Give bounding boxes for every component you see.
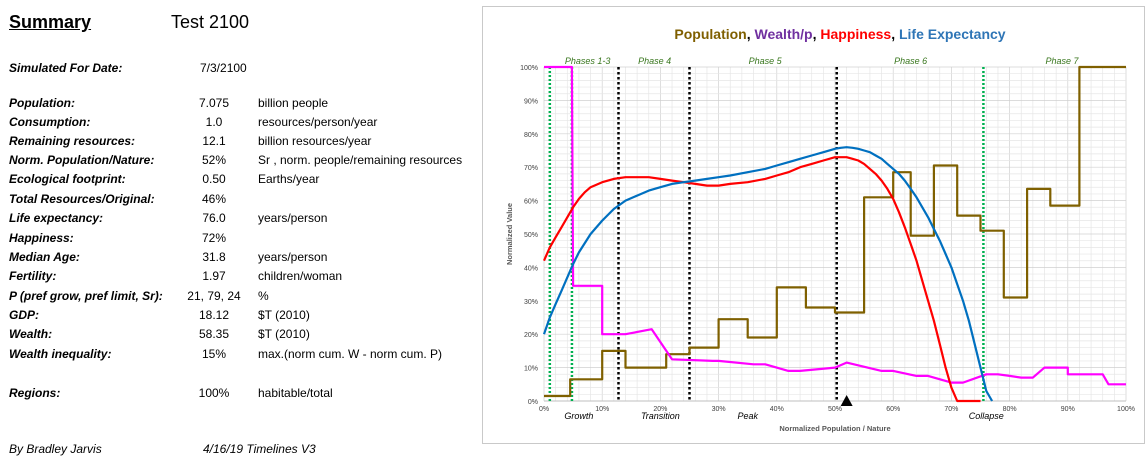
x-tick-label: 70% xyxy=(944,406,958,413)
phase-label: Phases 1-3 xyxy=(565,56,611,66)
stage-label: Collapse xyxy=(969,411,1004,421)
summary-title: Summary xyxy=(9,12,92,32)
y-axis-label: Normalized Value xyxy=(505,203,514,265)
row-label: P (pref grow, pref limit, Sr): xyxy=(9,289,163,303)
x-tick-label: 60% xyxy=(886,406,900,413)
chart-title-part: , xyxy=(891,26,899,42)
x-tick-label: 90% xyxy=(1061,406,1075,413)
row-unit: $T (2010) xyxy=(258,308,310,322)
row-value: 31.8 xyxy=(202,250,226,264)
stage-label: Transition xyxy=(641,411,680,421)
x-tick-label: 100% xyxy=(1117,406,1135,413)
chart-title-part: Happiness xyxy=(820,26,891,42)
row-label: Remaining resources: xyxy=(9,134,136,148)
row-value: 72% xyxy=(201,231,227,245)
chart-title-part: Life Expectancy xyxy=(899,26,1006,42)
chart-title-part: , xyxy=(813,26,821,42)
row-value: 12.1 xyxy=(202,134,226,148)
phase-label: Phase 6 xyxy=(894,56,927,66)
row-label: Norm. Population/Nature: xyxy=(9,153,155,167)
y-tick-label: 90% xyxy=(524,98,538,105)
row-value: 15% xyxy=(201,347,227,361)
simulated-date-value: 7/3/2100 xyxy=(200,61,247,75)
x-tick-label: 80% xyxy=(1003,406,1017,413)
y-tick-label: 70% xyxy=(524,165,538,172)
x-tick-label: 20% xyxy=(653,406,667,413)
row-unit: $T (2010) xyxy=(258,327,310,341)
row-value: 52% xyxy=(201,153,227,167)
row-value: 18.12 xyxy=(198,308,230,322)
regions-unit: habitable/total xyxy=(258,386,333,400)
regions-value: 100% xyxy=(198,386,230,400)
stage-label: Peak xyxy=(737,411,758,421)
summary-panel: Summary Test 2100 Simulated For Date: 7/… xyxy=(0,0,482,458)
phase-label: Phase 7 xyxy=(1045,56,1079,66)
row-unit: billion resources/year xyxy=(258,134,372,148)
row-unit: years/person xyxy=(258,250,328,264)
author: By Bradley Jarvis xyxy=(9,442,102,456)
stage-label: Growth xyxy=(564,411,593,421)
regions-label: Regions: xyxy=(9,386,61,400)
chart-title-part: Wealth/p xyxy=(755,26,813,42)
chart-title-part: , xyxy=(747,26,755,42)
y-tick-label: 0% xyxy=(528,399,538,406)
row-value: 21, 79, 24 xyxy=(187,289,241,303)
phase-label: Phase 5 xyxy=(749,56,783,66)
date-version: 4/16/19 Timelines V3 xyxy=(203,442,316,456)
row-value: 1.97 xyxy=(202,269,226,283)
y-tick-label: 80% xyxy=(524,132,538,139)
grid xyxy=(543,66,1127,402)
y-tick-label: 60% xyxy=(524,199,538,206)
row-label: Wealth inequality: xyxy=(9,347,112,361)
x-tick-label: 50% xyxy=(828,406,842,413)
x-tick-label: 40% xyxy=(770,406,784,413)
chart-title: Population, Wealth/p, Happiness, Life Ex… xyxy=(674,26,1005,42)
row-label: GDP: xyxy=(9,308,39,322)
row-label: Total Resources/Original: xyxy=(9,192,155,206)
row-label: Fertility: xyxy=(9,269,57,283)
run-name: Test 2100 xyxy=(171,12,250,32)
row-label: Ecological footprint: xyxy=(9,172,126,186)
row-unit: max.(norm cum. W - norm cum. P) xyxy=(258,347,443,361)
row-unit: children/woman xyxy=(258,269,343,283)
row-unit: billion people xyxy=(258,96,329,110)
row-value: 58.35 xyxy=(198,327,230,341)
row-unit: Earths/year xyxy=(258,172,320,186)
series-line-population xyxy=(544,65,1126,398)
y-tick-label: 40% xyxy=(524,265,538,272)
x-tick-label: 10% xyxy=(595,406,609,413)
row-unit: % xyxy=(258,289,269,303)
row-value: 1.0 xyxy=(205,115,223,129)
x-axis-label: Normalized Population / Nature xyxy=(779,424,890,433)
series-line-life-expectancy xyxy=(542,146,994,402)
chart-title-part: Population xyxy=(674,26,746,42)
y-tick-label: 100% xyxy=(520,65,538,72)
y-tick-label: 20% xyxy=(524,332,538,339)
chart-panel: 0% 10% 20% 30% 40% 50% 60% 70% 80% 90% 100% 0% 10% 20… xyxy=(482,6,1145,444)
row-unit: Sr , norm. people/remaining resources xyxy=(258,153,463,167)
row-label: Population: xyxy=(9,96,75,110)
current-position-marker xyxy=(840,395,853,406)
row-value: 46% xyxy=(201,192,227,206)
row-unit: years/person xyxy=(258,211,328,225)
y-tick-label: 30% xyxy=(524,299,538,306)
row-label: Happiness: xyxy=(9,231,74,245)
phase-label: Phase 4 xyxy=(638,56,671,66)
simulated-date-label: Simulated For Date: xyxy=(9,61,123,75)
x-tick-label: 30% xyxy=(712,406,726,413)
row-label: Median Age: xyxy=(9,250,80,264)
series-line-happiness xyxy=(542,156,981,403)
row-value: 76.0 xyxy=(202,211,226,225)
row-value: 7.075 xyxy=(198,96,230,110)
x-tick-label: 0% xyxy=(539,406,549,413)
row-label: Wealth: xyxy=(9,327,53,341)
row-label: Life expectancy: xyxy=(9,211,104,225)
series-line-wealth-p xyxy=(544,65,1126,386)
y-tick-label: 10% xyxy=(524,366,538,373)
chart-svg: 0% 10% 20% 30% 40% 50% 60% 70% 80% 90% 100% 0% 10% 20… xyxy=(505,26,1135,433)
row-value: 0.50 xyxy=(202,172,226,186)
y-tick-label: 50% xyxy=(524,232,538,239)
row-unit: resources/person/year xyxy=(258,115,378,129)
row-label: Consumption: xyxy=(9,115,91,129)
